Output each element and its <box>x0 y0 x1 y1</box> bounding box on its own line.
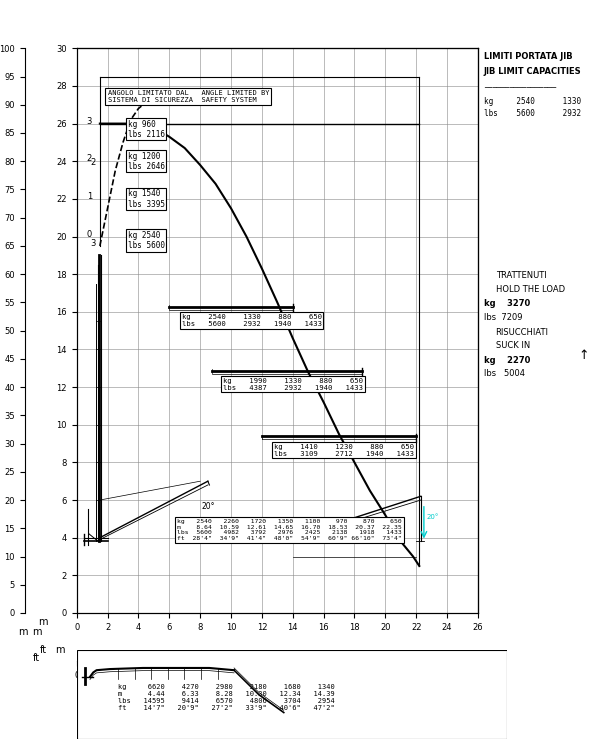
Text: SUCK IN: SUCK IN <box>496 341 530 350</box>
Text: 20°: 20° <box>427 514 440 520</box>
Text: 2: 2 <box>87 155 92 163</box>
Text: m: m <box>55 645 65 655</box>
Text: 3: 3 <box>90 239 95 248</box>
Text: kg    3270: kg 3270 <box>484 299 530 308</box>
Text: m: m <box>38 617 47 627</box>
Text: lbs  7209: lbs 7209 <box>484 313 522 322</box>
Text: TRATTENUTI: TRATTENUTI <box>496 271 546 280</box>
Text: kg   2540   2260   1720   1350   1100    970    870    650
m    8.64  10.59  12.: kg 2540 2260 1720 1350 1100 970 870 650 … <box>177 519 402 541</box>
Text: ft: ft <box>33 652 40 663</box>
Text: kg     2540      1330      880      650: kg 2540 1330 880 650 <box>484 97 590 106</box>
Text: ANGOLO LIMITATO DAL   ANGLE LIMITED BY
SISTEMA DI SICUREZZA  SAFETY SYSTEM: ANGOLO LIMITATO DAL ANGLE LIMITED BY SIS… <box>107 90 269 103</box>
Text: kg    1410    1230    880    650
lbs   3109    2712   1940   1433: kg 1410 1230 880 650 lbs 3109 2712 1940 … <box>274 444 414 456</box>
Text: RISUCCHIATI: RISUCCHIATI <box>496 328 549 337</box>
Text: 0: 0 <box>87 230 92 239</box>
Text: kg 1200
lbs 2646: kg 1200 lbs 2646 <box>127 152 165 171</box>
Text: lbs    5600      2932     1940     1433: lbs 5600 2932 1940 1433 <box>484 109 590 118</box>
Text: HOLD THE LOAD: HOLD THE LOAD <box>496 285 565 293</box>
Text: LIMITI PORTATA JIB: LIMITI PORTATA JIB <box>484 52 572 61</box>
Text: 3: 3 <box>87 117 92 126</box>
Text: ft: ft <box>40 645 47 655</box>
Text: ─────────────────: ───────────────── <box>484 85 556 91</box>
Text: kg    1990    1330    880    650
lbs   4387    2932   1940   1433: kg 1990 1330 880 650 lbs 4387 2932 1940 … <box>223 377 363 391</box>
Text: lbs   5004: lbs 5004 <box>484 369 525 378</box>
Text: kg    2270: kg 2270 <box>484 356 530 365</box>
Text: kg     6620    4270    2980    2180    1680    1340
m      4.44    6.33    8.28 : kg 6620 4270 2980 2180 1680 1340 m 4.44 … <box>118 684 335 710</box>
Text: kg    2540    1330    880    650
lbs   5600    2932   1940   1433: kg 2540 1330 880 650 lbs 5600 2932 1940 … <box>182 314 322 327</box>
Text: ↑: ↑ <box>578 349 589 362</box>
Text: kg 1540
lbs 3395: kg 1540 lbs 3395 <box>127 189 165 209</box>
Text: m: m <box>32 627 41 637</box>
Text: kg 960
lbs 2116: kg 960 lbs 2116 <box>127 120 165 139</box>
Text: m: m <box>18 627 27 637</box>
Text: kg 2540
lbs 5600: kg 2540 lbs 5600 <box>127 230 165 250</box>
Text: 1: 1 <box>87 192 92 201</box>
Text: JIB LIMIT CAPACITIES: JIB LIMIT CAPACITIES <box>484 67 581 76</box>
Text: 20°: 20° <box>201 502 215 511</box>
Text: 2: 2 <box>90 158 95 167</box>
